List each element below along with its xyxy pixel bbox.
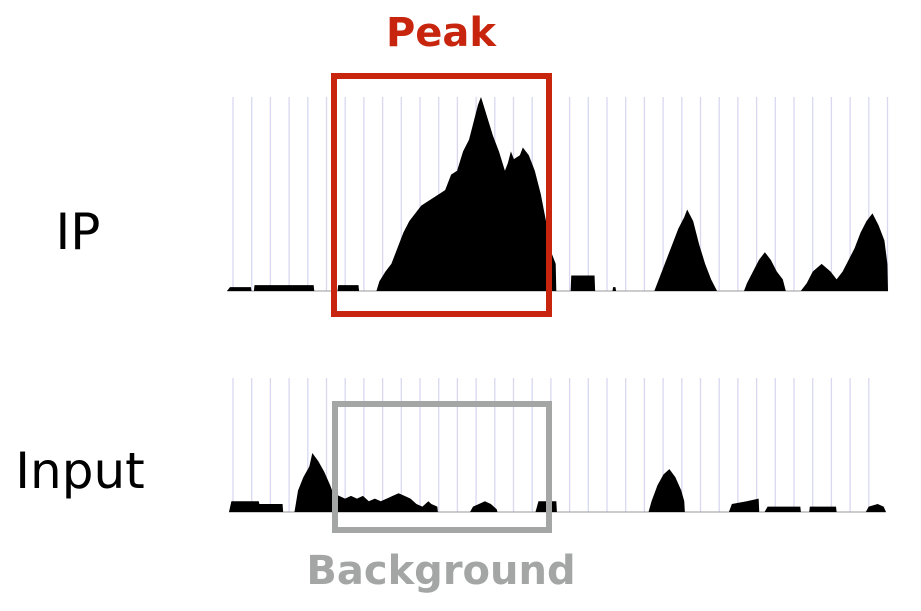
peak-label: Peak bbox=[386, 10, 497, 56]
input-track-label: Input bbox=[15, 442, 144, 500]
background-label: Background bbox=[306, 548, 575, 594]
input-gridlines bbox=[232, 378, 870, 512]
peak-box bbox=[331, 73, 552, 317]
input-track bbox=[229, 378, 886, 513]
ip-track-label: IP bbox=[56, 203, 101, 261]
ip-track bbox=[227, 97, 889, 292]
ip-signal-area bbox=[227, 97, 888, 291]
background-box bbox=[332, 401, 552, 533]
input-signal-area bbox=[229, 453, 886, 512]
